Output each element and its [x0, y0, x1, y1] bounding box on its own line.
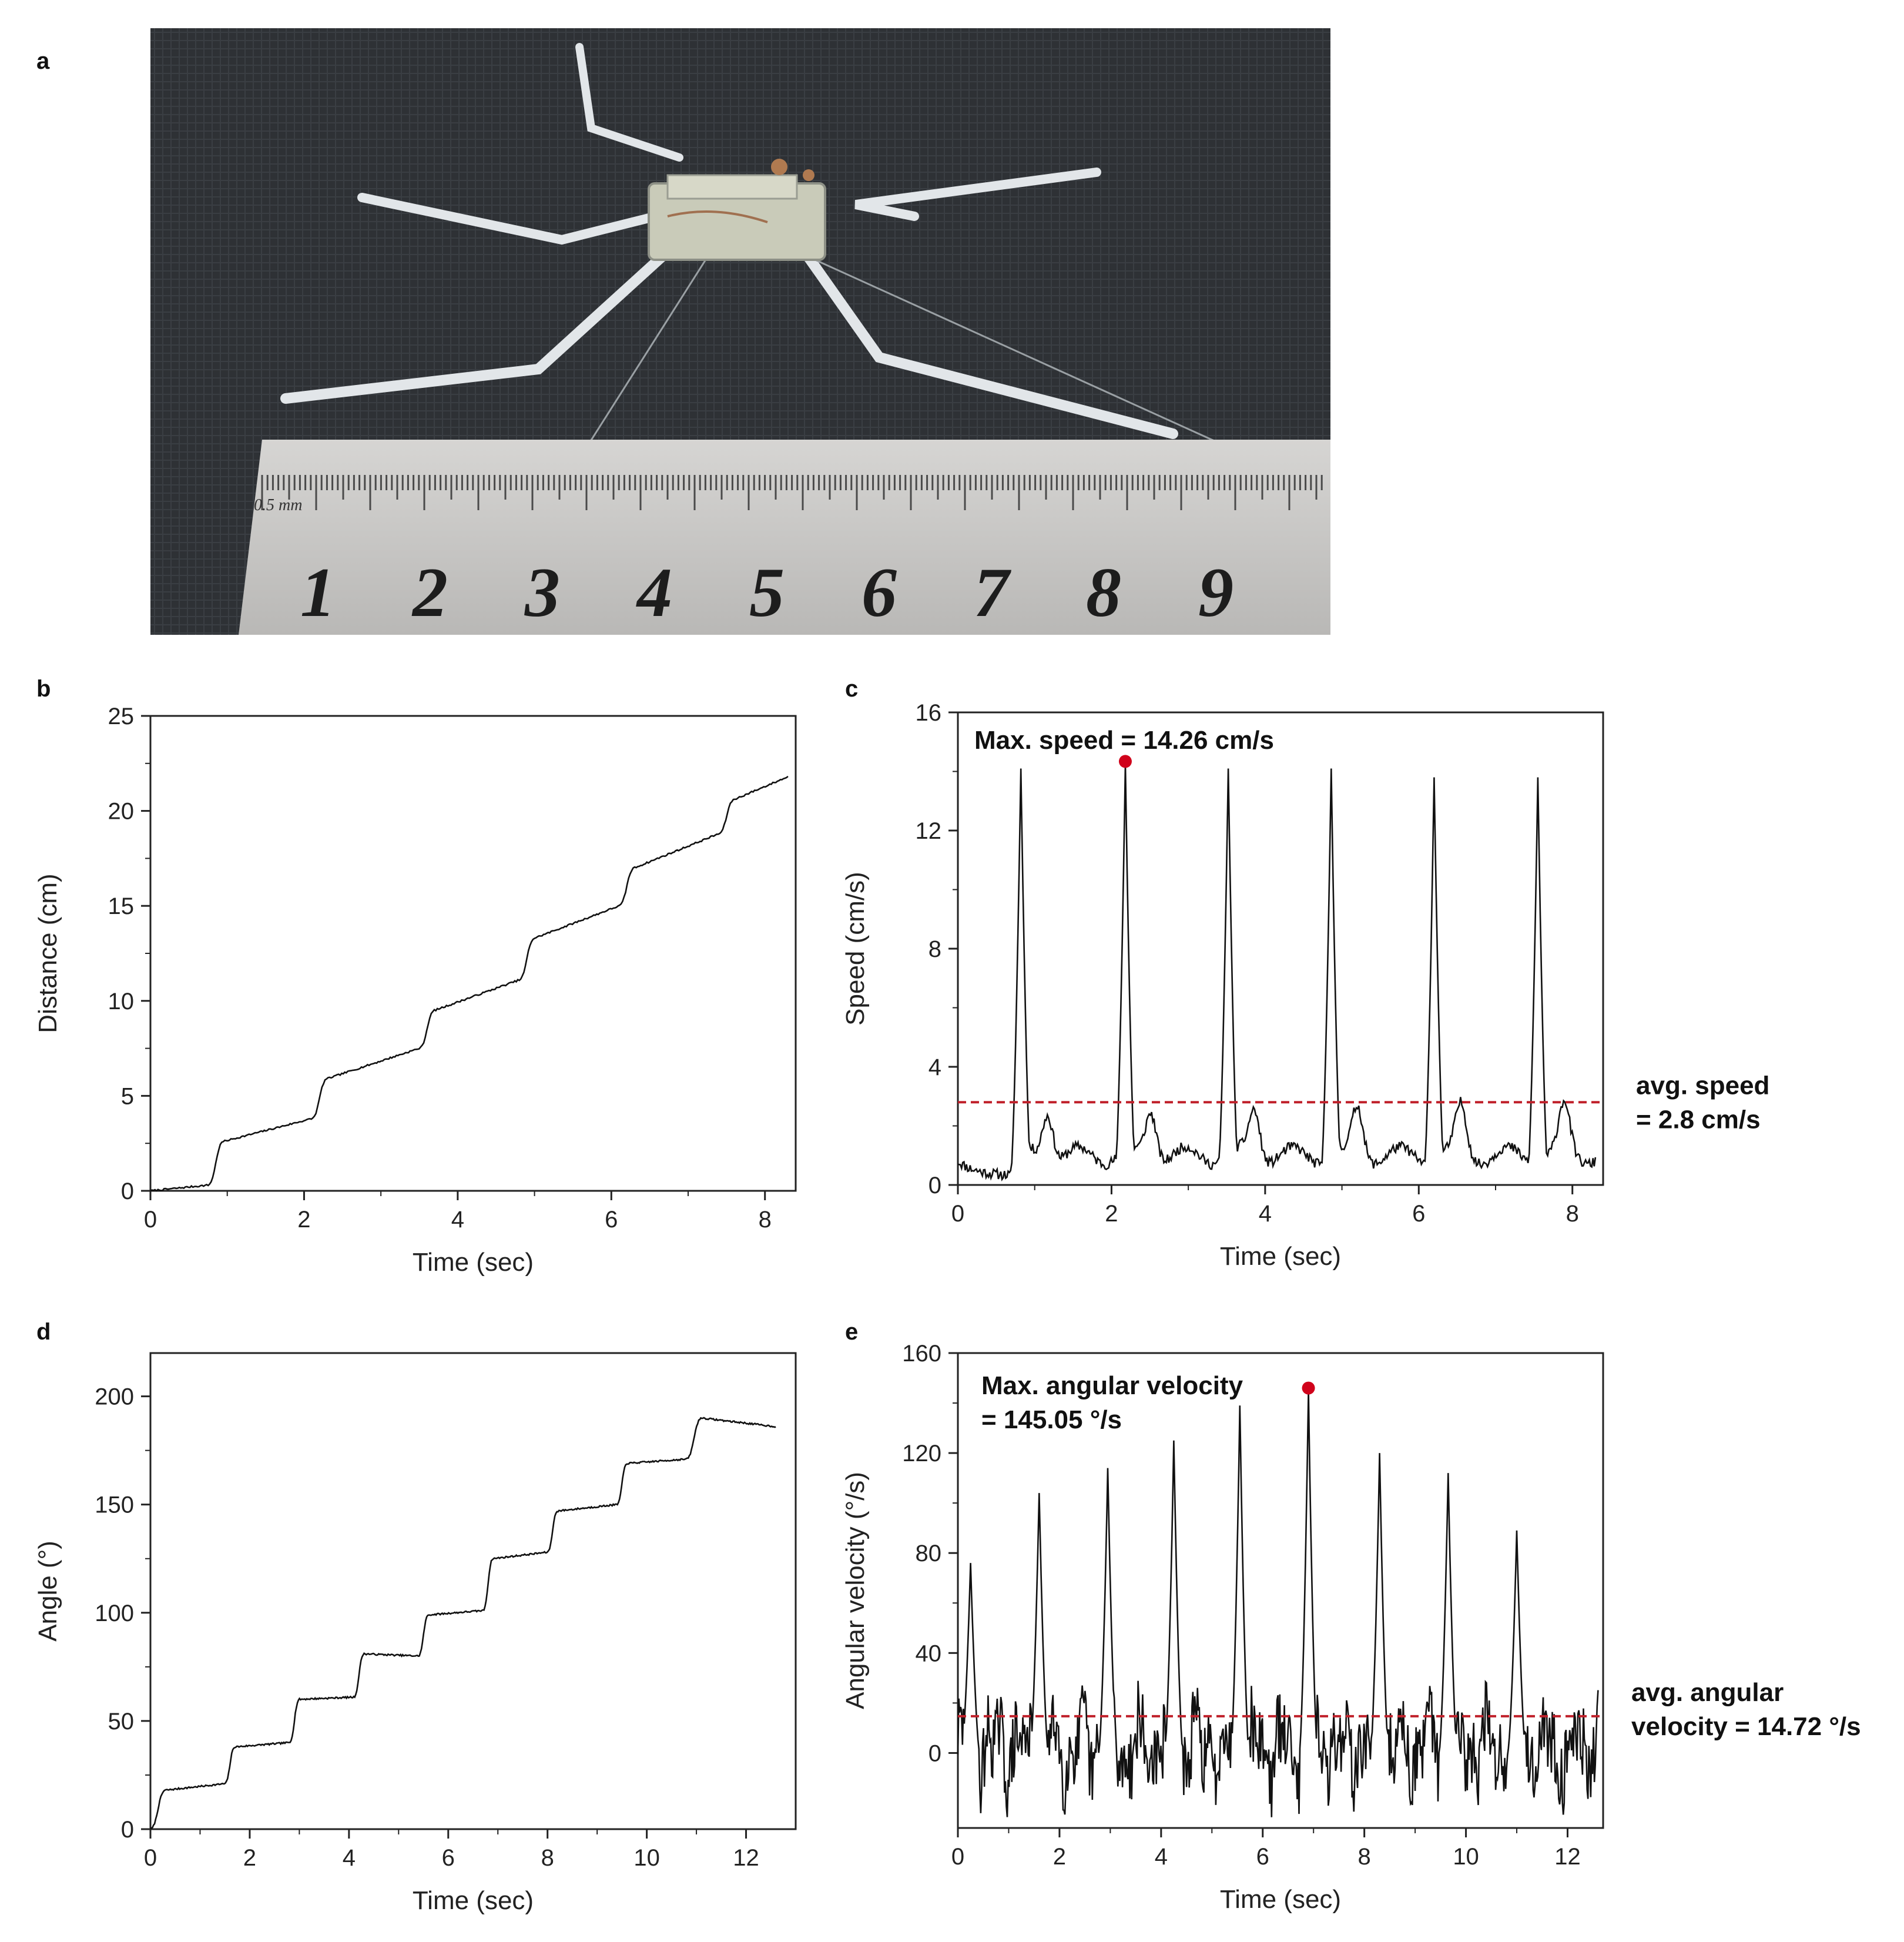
x-axis-label: Time (sec): [1220, 1242, 1341, 1271]
avg-speed-annotation: avg. speed: [1636, 1071, 1769, 1100]
ruler-number: 8: [1086, 553, 1121, 631]
y-tick-label: 0: [121, 1817, 134, 1843]
x-tick-label: 0: [144, 1207, 157, 1233]
ruler-number: 7: [974, 553, 1011, 631]
plot-frame: [957, 1352, 1604, 1829]
y-axis-label: Angle (°): [33, 1541, 62, 1642]
max-point-marker: [1118, 755, 1132, 768]
x-tick-label: 4: [1259, 1201, 1272, 1227]
ruler-number: 1: [300, 553, 336, 631]
panel-letter-d: d: [36, 1319, 51, 1345]
panel-letter-c: c: [845, 676, 859, 702]
y-axis-label: Angular velocity (°/s): [841, 1472, 870, 1709]
y-tick-label: 12: [916, 818, 942, 844]
x-tick-label: 2: [1053, 1844, 1066, 1870]
x-tick-label: 8: [1566, 1201, 1579, 1227]
chart-c: 0 2 4 6 8 0 4 8 12 16 Time (sec) Speed (cm/s) Max. s…: [841, 700, 1769, 1271]
x-tick-label: 0: [951, 1201, 964, 1227]
x-tick-label: 4: [343, 1845, 356, 1871]
panel-letter-a: a: [36, 48, 50, 74]
series-line: [150, 1417, 776, 1830]
x-tick-label: 10: [1453, 1844, 1479, 1870]
plot-frame: [149, 715, 797, 1192]
panel-letter-e: e: [845, 1319, 859, 1345]
y-tick-label: 25: [108, 704, 135, 729]
x-tick-label: 12: [733, 1845, 759, 1871]
x-axis-label: Time (sec): [1220, 1885, 1341, 1914]
x-tick-label: 12: [1554, 1844, 1581, 1870]
y-tick-label: 200: [95, 1384, 134, 1410]
x-axis-label: Time (sec): [413, 1248, 534, 1277]
y-tick-label: 0: [121, 1178, 134, 1204]
x-tick-label: 2: [243, 1845, 256, 1871]
chart-d: 0 2 4 6 8 10 12 0 50 100 150 200 Time (sec) Angle (°): [33, 1352, 797, 1915]
x-tick-label: 10: [633, 1845, 660, 1871]
avg-speed-value: = 2.8 cm/s: [1636, 1105, 1761, 1134]
x-tick-label: 8: [759, 1207, 772, 1233]
y-tick-label: 150: [95, 1492, 134, 1518]
x-tick-label: 6: [605, 1207, 618, 1233]
x-tick-label: 2: [1105, 1201, 1118, 1227]
y-tick-label: 80: [916, 1541, 942, 1566]
panel-letter-b: b: [36, 676, 51, 702]
y-axis-label: Distance (cm): [33, 873, 62, 1033]
y-tick-label: 0: [928, 1740, 941, 1766]
max-point-marker: [1302, 1381, 1315, 1395]
y-tick-label: 15: [108, 893, 135, 919]
y-tick-label: 160: [902, 1341, 941, 1367]
x-tick-label: 8: [541, 1845, 554, 1871]
y-tick-label: 5: [121, 1083, 134, 1109]
x-tick-label: 6: [1256, 1844, 1269, 1870]
y-tick-label: 10: [108, 989, 135, 1014]
x-tick-label: 4: [1155, 1844, 1168, 1870]
x-tick-label: 0: [951, 1844, 964, 1870]
plot-frame: [149, 1352, 797, 1830]
series-line: [150, 775, 789, 1192]
y-tick-label: 20: [108, 799, 135, 825]
y-tick-label: 100: [95, 1601, 134, 1626]
x-tick-label: 6: [442, 1845, 455, 1871]
x-tick-label: 0: [144, 1845, 157, 1871]
y-axis-label: Speed (cm/s): [841, 872, 870, 1026]
ruler-unit-label: 0.5 mm: [254, 496, 302, 514]
series-line: [957, 764, 1597, 1181]
y-tick-label: 0: [928, 1173, 941, 1198]
y-tick-label: 50: [108, 1709, 135, 1735]
ruler-number: 6: [862, 553, 897, 631]
chart-b: 0 2 4 6 8 0 5 10 15 20 25 Time (sec) Distance (cm): [33, 704, 797, 1277]
x-tick-label: 6: [1412, 1201, 1425, 1227]
series-line: [957, 1390, 1599, 1817]
y-tick-label: 40: [916, 1640, 942, 1666]
y-tick-label: 8: [928, 936, 941, 962]
max-speed-annotation: Max. speed = 14.26 cm/s: [974, 726, 1274, 755]
avg-angular-velocity-annotation: avg. angular: [1631, 1678, 1784, 1707]
ruler-number: 4: [636, 553, 672, 631]
x-axis-label: Time (sec): [413, 1886, 534, 1915]
ruler-number: 9: [1198, 553, 1233, 631]
avg-angular-velocity-value: velocity = 14.72 °/s: [1631, 1712, 1861, 1741]
robot-legs: [280, 43, 1178, 439]
y-tick-label: 16: [916, 700, 942, 726]
ruler-number: 3: [524, 553, 560, 631]
x-tick-label: 4: [451, 1207, 464, 1233]
ruler-number: 5: [749, 553, 785, 631]
x-tick-label: 2: [297, 1207, 310, 1233]
plot-frame: [957, 711, 1604, 1186]
y-tick-label: 120: [902, 1441, 941, 1466]
robot-body: [648, 159, 826, 261]
max-angular-velocity-annotation: Max. angular velocity: [981, 1371, 1243, 1400]
y-tick-label: 4: [928, 1054, 941, 1080]
x-tick-label: 8: [1358, 1844, 1371, 1870]
max-angular-velocity-value: = 145.05 °/s: [981, 1405, 1122, 1434]
ruler-number: 2: [411, 553, 448, 631]
